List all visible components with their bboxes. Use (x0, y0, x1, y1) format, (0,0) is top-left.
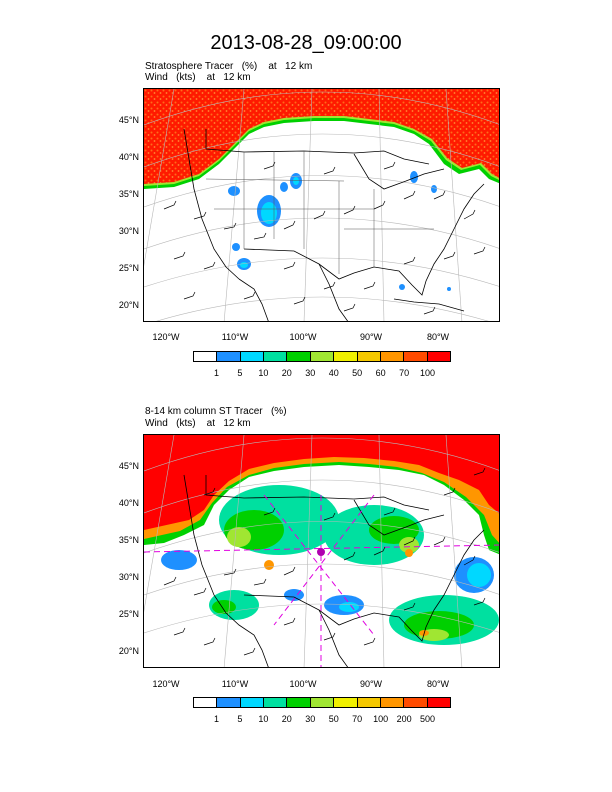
panel2-lon-label: 80°W (426, 679, 450, 689)
panel2-lat-label: 35°N (118, 535, 139, 545)
colorbar-swatch (334, 352, 358, 361)
colorbar-swatch (380, 698, 405, 707)
panel1-lat-label: 25°N (118, 263, 139, 273)
panel2-lon-label: 110°W (221, 679, 249, 689)
colorbar-label: 500 (420, 714, 436, 724)
colorbar-swatch (287, 698, 311, 707)
colorbar-swatch (240, 352, 265, 361)
page-title: 2013-08-28_09:00:00 (210, 32, 402, 54)
panel2-lat-label: 40°N (118, 498, 139, 508)
colorbar-swatch (380, 352, 405, 361)
panel1-map (143, 88, 500, 322)
colorbar-label: 5 (237, 714, 243, 724)
colorbar-swatch (310, 352, 335, 361)
colorbar-swatch (194, 352, 218, 361)
panel1-lon-label: 100°W (289, 332, 317, 342)
colorbar-swatch (357, 698, 381, 707)
panel2-field-label: 8-14 km column ST Tracer (%) (145, 406, 287, 417)
colorbar-label: 70 (399, 368, 410, 378)
panel1-lat-label: 35°N (118, 189, 139, 199)
colorbar-swatch (357, 352, 381, 361)
panel1-lat-label: 30°N (118, 226, 139, 236)
colorbar-label: 200 (396, 714, 412, 724)
colorbar-label: 5 (237, 368, 243, 378)
colorbar-label: 60 (375, 368, 386, 378)
panel1-field-label: Stratosphere Tracer (%) at 12 km (145, 61, 313, 72)
panel2-lon-label: 90°W (359, 679, 383, 689)
colorbar-swatch (264, 698, 288, 707)
panel1-lon-label: 120°W (152, 332, 180, 342)
colorbar-label: 30 (305, 368, 316, 378)
colorbar-swatch (287, 352, 311, 361)
colorbar-swatch (217, 352, 241, 361)
colorbar-label: 20 (281, 714, 292, 724)
colorbar-swatch (404, 698, 428, 707)
colorbar-swatch (310, 698, 335, 707)
panel1-lon-label: 110°W (221, 332, 249, 342)
colorbar-label: 1 (213, 714, 219, 724)
colorbar-swatch (404, 352, 428, 361)
panel2-lon-label: 120°W (152, 679, 180, 689)
colorbar-swatch (264, 352, 288, 361)
colorbar-label: 50 (352, 368, 363, 378)
panel1-lon-label: 90°W (359, 332, 383, 342)
colorbar-label: 40 (328, 368, 339, 378)
panel2-lon-label: 100°W (289, 679, 317, 689)
colorbar-swatch (240, 698, 265, 707)
panel2-colorbar (193, 697, 451, 708)
colorbar-label: 100 (420, 368, 436, 378)
panel2-wind-label: Wind (kts) at 12 km (145, 418, 251, 429)
panel2-lat-label: 30°N (118, 572, 139, 582)
colorbar-label: 30 (305, 714, 316, 724)
colorbar-swatch (427, 352, 450, 361)
panel2-lat-label: 20°N (118, 646, 139, 656)
panel2-lat-label: 45°N (118, 461, 139, 471)
colorbar-label: 10 (258, 714, 269, 724)
panel1-lon-label: 80°W (426, 332, 450, 342)
colorbar-label: 20 (281, 368, 292, 378)
colorbar-label: 70 (352, 714, 363, 724)
colorbar-swatch (194, 698, 218, 707)
colorbar-label: 100 (373, 714, 389, 724)
panel1-wind-label: Wind (kts) at 12 km (145, 72, 251, 83)
panel1-colorbar (193, 351, 451, 362)
colorbar-swatch (217, 698, 241, 707)
colorbar-swatch (334, 698, 358, 707)
panel2-map (143, 434, 500, 668)
panel2-lat-label: 25°N (118, 609, 139, 619)
colorbar-swatch (427, 698, 450, 707)
colorbar-label: 50 (328, 714, 339, 724)
panel1-lat-label: 20°N (118, 300, 139, 310)
colorbar-label: 1 (213, 368, 219, 378)
panel1-lat-label: 40°N (118, 152, 139, 162)
panel1-lat-label: 45°N (118, 115, 139, 125)
colorbar-label: 10 (258, 368, 269, 378)
